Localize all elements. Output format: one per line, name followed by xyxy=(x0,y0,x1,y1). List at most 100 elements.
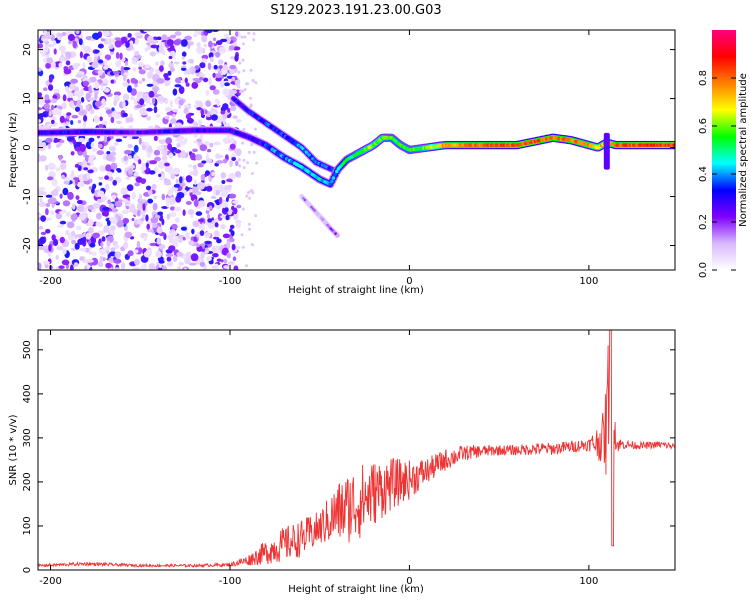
noise-blob xyxy=(158,139,166,145)
x-tick-label: 0 xyxy=(406,576,412,587)
noise-blob xyxy=(189,188,193,193)
noise-blob xyxy=(167,143,173,151)
noise-blob xyxy=(181,51,187,57)
colorbar-tick-label: 0.2 xyxy=(698,214,709,230)
noise-blob xyxy=(229,228,233,233)
noise-blob xyxy=(231,157,237,161)
noise-blob xyxy=(167,234,174,240)
noise-blob xyxy=(124,61,129,66)
noise-blob xyxy=(158,267,163,270)
noise-blob xyxy=(249,68,253,72)
noise-blob xyxy=(199,134,204,140)
noise-blob xyxy=(82,75,88,79)
noise-blob xyxy=(125,176,131,180)
noise-blob xyxy=(177,265,182,270)
noise-blob xyxy=(219,46,227,54)
noise-blob xyxy=(143,94,148,102)
trace-core xyxy=(672,143,675,147)
y-tick-label: -20 xyxy=(22,237,33,253)
noise-blob xyxy=(242,69,246,73)
y-tick-label: 300 xyxy=(22,428,33,447)
noise-blob xyxy=(217,59,224,65)
noise-blob xyxy=(199,62,206,69)
noise-blob xyxy=(194,154,203,161)
noise-blob xyxy=(138,66,142,70)
noise-blob xyxy=(148,263,156,270)
noise-blob xyxy=(246,82,250,86)
noise-blob xyxy=(122,81,129,87)
noise-blob xyxy=(159,65,164,72)
noise-blob xyxy=(127,33,132,38)
noise-blob xyxy=(110,151,117,156)
noise-blob xyxy=(122,93,130,102)
noise-blob xyxy=(243,35,247,39)
noise-blob xyxy=(44,94,50,101)
y-tick-label: 100 xyxy=(22,516,33,535)
noise-blob xyxy=(175,217,180,224)
noise-blob xyxy=(103,87,111,93)
noise-blob xyxy=(74,164,80,168)
noise-blob xyxy=(75,106,80,112)
noise-blob xyxy=(133,153,138,161)
noise-blob xyxy=(120,66,124,74)
noise-blob xyxy=(250,189,254,193)
noise-blob xyxy=(151,184,157,190)
noise-blob xyxy=(115,52,120,59)
noise-blob xyxy=(229,89,238,95)
colorbar-label: Normalized spectral amplitude xyxy=(738,73,749,227)
noise-blob xyxy=(70,78,78,84)
noise-blob xyxy=(133,135,139,139)
noise-blob xyxy=(157,211,164,216)
noise-blob xyxy=(234,54,239,62)
noise-blob xyxy=(225,214,230,221)
noise-blob xyxy=(44,99,51,104)
noise-blob xyxy=(85,141,93,150)
noise-blob xyxy=(237,70,241,74)
noise-blob xyxy=(78,110,87,116)
noise-blob xyxy=(91,257,99,266)
noise-blob xyxy=(238,174,241,178)
snr-panel: -200 -100 0 100 0 100 200 300 400 500 Height of s… xyxy=(8,329,676,595)
noise-blob xyxy=(212,72,216,78)
noise-blob xyxy=(94,49,100,53)
noise-blob xyxy=(231,205,235,211)
noise-blob xyxy=(59,220,67,225)
spectrogram-y-label: Frequency (Hz) xyxy=(8,112,19,188)
noise-blob xyxy=(99,116,103,122)
noise-blob xyxy=(178,105,182,109)
noise-blob xyxy=(82,80,89,87)
noise-blob xyxy=(50,98,58,104)
noise-blob xyxy=(94,92,98,100)
noise-blob xyxy=(61,259,70,266)
noise-blob xyxy=(106,220,111,226)
noise-blob xyxy=(113,258,122,264)
noise-blob xyxy=(194,30,199,35)
noise-blob xyxy=(97,43,104,49)
noise-blob xyxy=(222,103,229,111)
noise-blob xyxy=(62,94,67,102)
noise-blob xyxy=(241,207,245,211)
noise-blob xyxy=(181,56,185,60)
noise-blob xyxy=(92,148,97,152)
noise-blob xyxy=(47,143,52,150)
noise-blob xyxy=(161,150,168,156)
noise-blob xyxy=(76,181,85,188)
noise-blob xyxy=(103,79,109,84)
noise-blob xyxy=(178,261,184,266)
noise-blob xyxy=(187,43,191,49)
noise-blob xyxy=(176,251,184,257)
noise-blob xyxy=(245,194,249,198)
noise-blob xyxy=(73,90,81,97)
noise-blob xyxy=(97,190,105,197)
noise-blob xyxy=(236,204,242,209)
noise-blob xyxy=(210,107,216,115)
noise-blob xyxy=(140,209,144,216)
noise-blob xyxy=(213,184,220,190)
noise-blob xyxy=(203,43,207,48)
noise-blob xyxy=(161,34,168,42)
noise-blob xyxy=(69,264,74,270)
noise-blob xyxy=(76,99,81,108)
y-tick-label: 200 xyxy=(22,472,33,491)
noise-blob xyxy=(218,196,223,204)
